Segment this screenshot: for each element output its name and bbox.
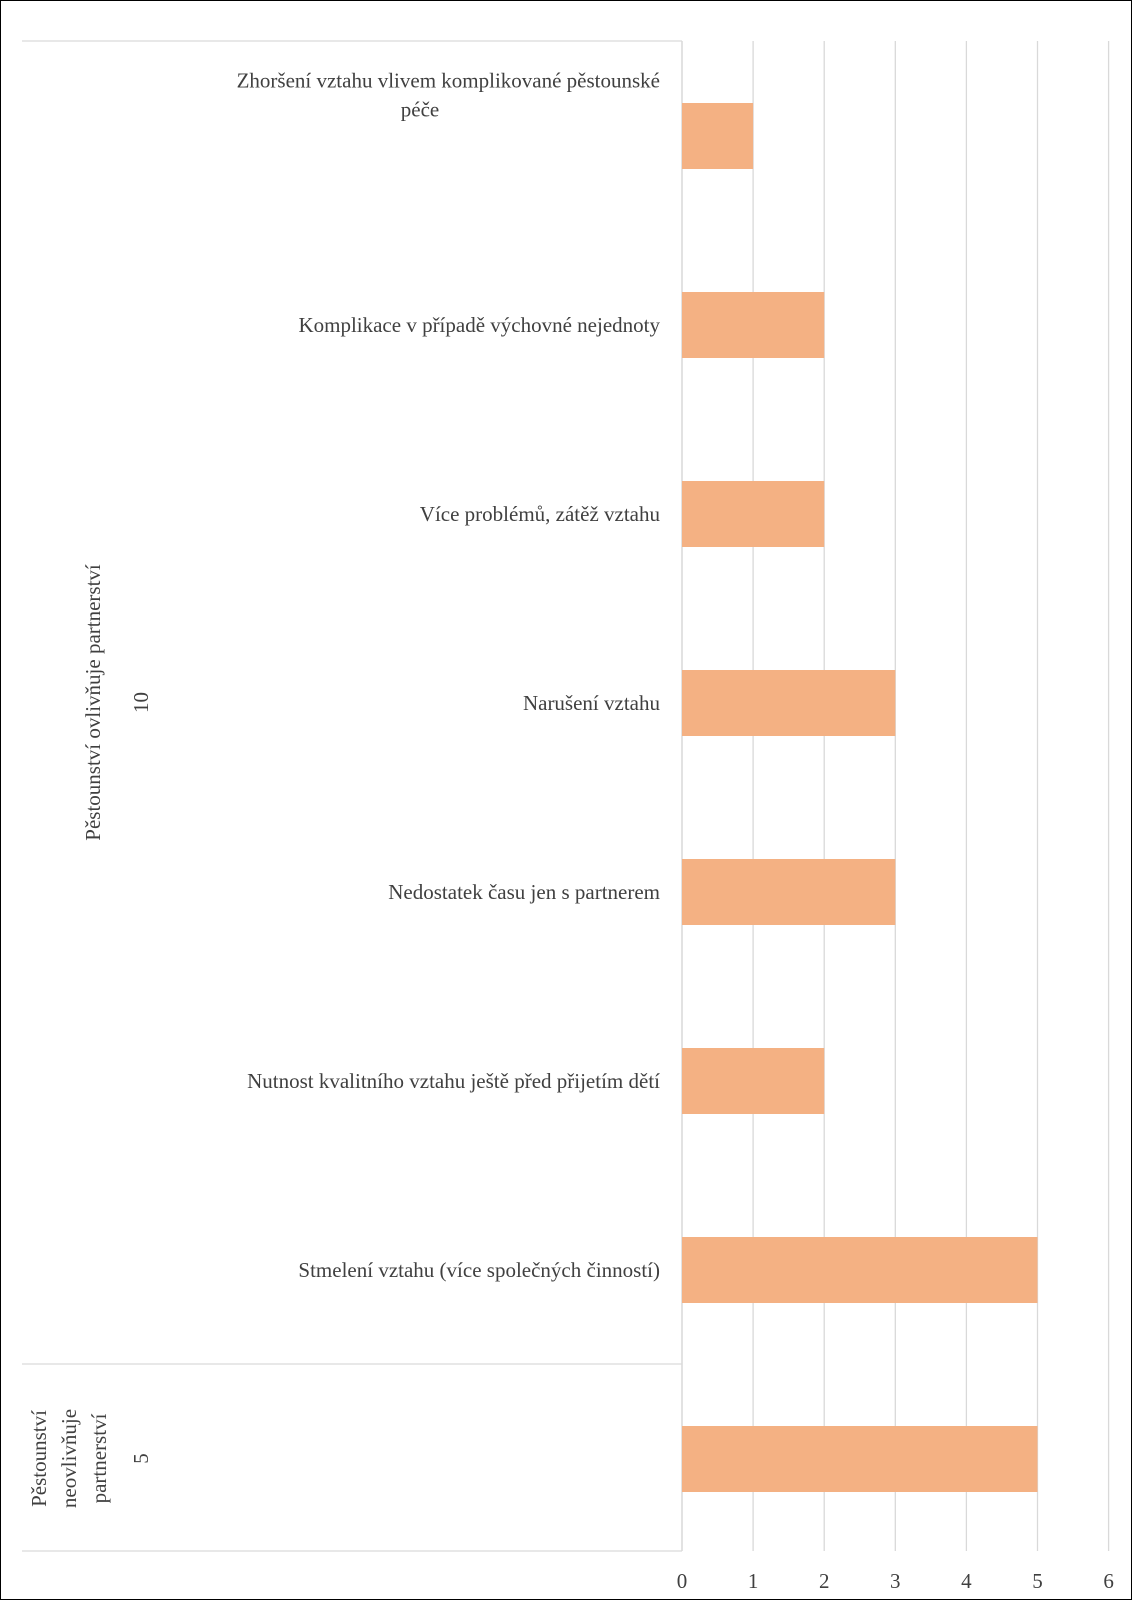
category-label: Nutnost kvalitního vztahu ještě před při…: [247, 1069, 660, 1093]
bar: [682, 1048, 825, 1114]
category-label: Komplikace v případě výchovné nejednoty: [298, 313, 660, 337]
x-tick-label: 3: [890, 1569, 901, 1593]
x-tick-label: 5: [1032, 1569, 1043, 1593]
category-label: Stmelení vztahu (více společných činnost…: [298, 1258, 660, 1282]
category-label: Nedostatek času jen s partnerem: [388, 880, 660, 904]
gridlines: [22, 40, 1110, 1552]
group-total-label: 10: [129, 692, 153, 713]
group-name-label: Pěstounství ovlivňuje partnerství: [81, 564, 105, 841]
category-label: Narušení vztahu: [523, 691, 661, 715]
category-label: Zhoršení vztahu vlivem komplikované pěst…: [237, 69, 660, 122]
bar: [682, 859, 896, 925]
bar: [682, 1426, 1038, 1492]
group-labels: Pěstounství ovlivňuje partnerství 10 Pěsto…: [27, 564, 153, 1508]
bar: [682, 481, 825, 547]
category-labels: Zhoršení vztahu vlivem komplikované pěst…: [237, 69, 661, 1283]
bar: [682, 292, 825, 358]
category-label: Více problémů, zátěž vztahu: [420, 502, 661, 526]
x-axis-tick-labels: 0 1 2 3 4 5 6: [677, 1569, 1114, 1593]
group-total-label: 5: [129, 1453, 153, 1464]
group-name-label: Pěstounství neovlivňuje partnerství: [27, 1409, 111, 1508]
x-tick-label: 2: [819, 1569, 830, 1593]
bars: [682, 103, 1038, 1492]
x-tick-label: 6: [1103, 1569, 1114, 1593]
x-tick-label: 4: [961, 1569, 972, 1593]
bar: [682, 103, 754, 169]
bar: [682, 670, 896, 736]
x-tick-label: 1: [748, 1569, 759, 1593]
x-tick-label: 0: [677, 1569, 688, 1593]
bar: [682, 1237, 1038, 1303]
